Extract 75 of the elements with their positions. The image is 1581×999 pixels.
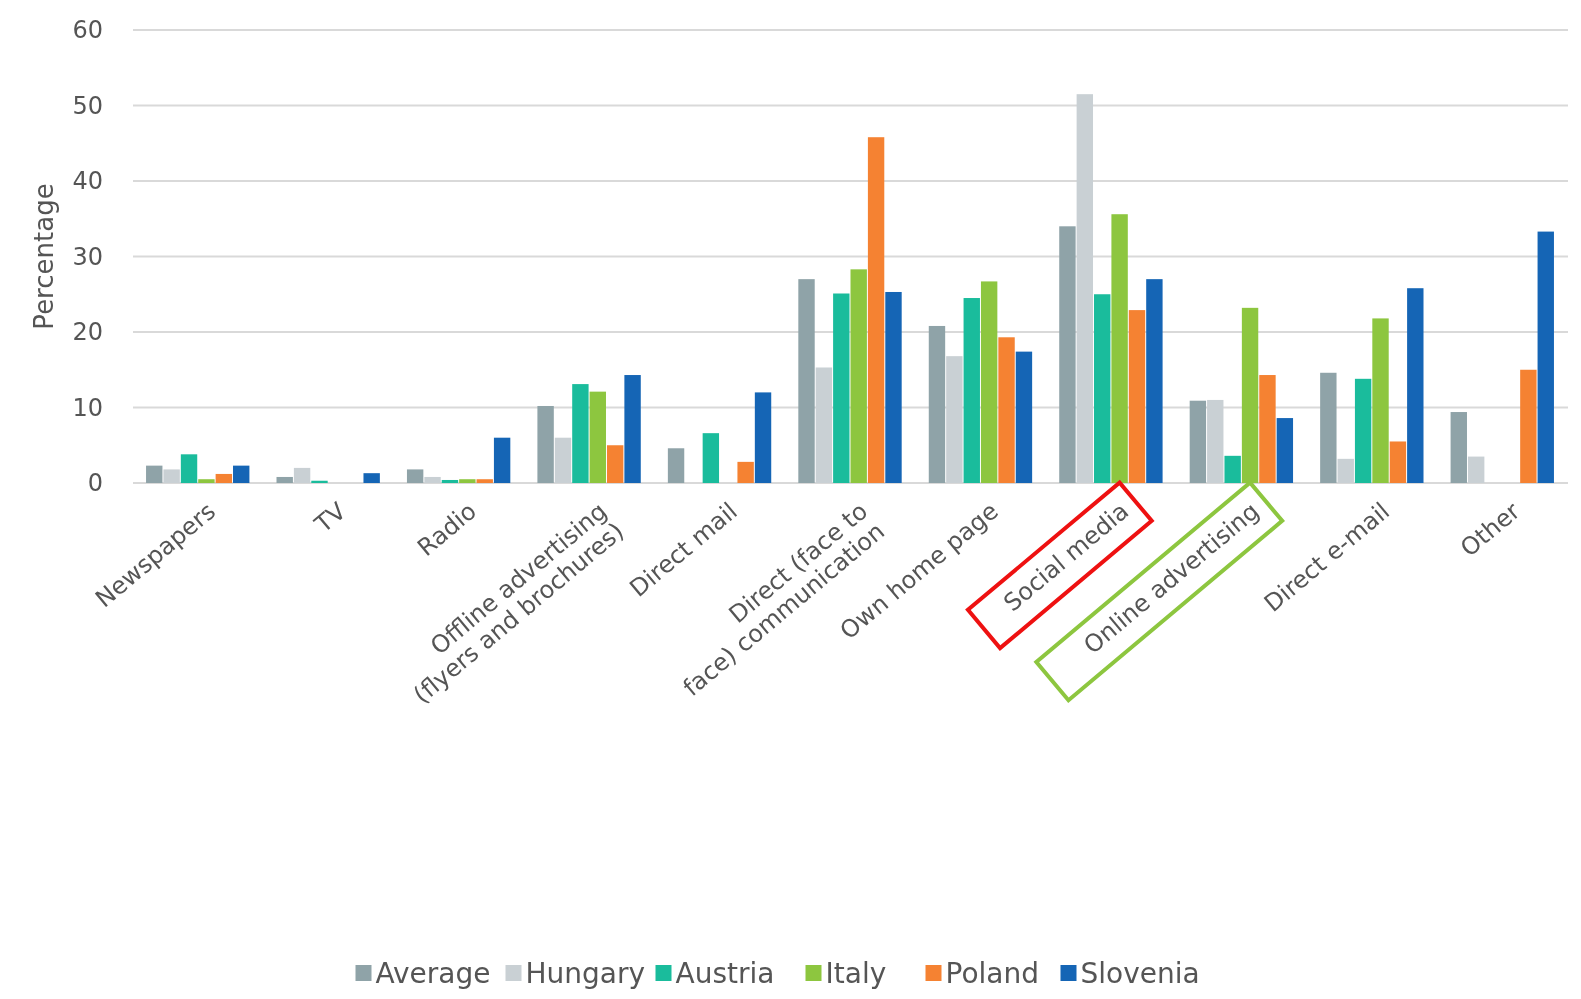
y-tick-label: 50	[72, 91, 103, 120]
bar	[424, 476, 441, 483]
bar	[441, 479, 459, 483]
bar	[1389, 441, 1407, 483]
bar	[850, 269, 867, 483]
bar	[406, 469, 424, 483]
bar	[1354, 378, 1372, 483]
legend-label: Austria	[675, 956, 775, 990]
legend-label: Hungary	[525, 956, 646, 990]
bar	[737, 461, 754, 483]
y-tick-label: 20	[72, 318, 103, 347]
bar	[493, 437, 511, 483]
legend-label: Poland	[945, 956, 1039, 990]
bar	[624, 375, 641, 483]
bar	[885, 291, 902, 483]
legend-label: Italy	[825, 956, 887, 990]
bar	[1320, 372, 1337, 483]
bar	[1128, 310, 1146, 483]
y-tick-label: 60	[72, 16, 103, 45]
bar	[833, 293, 850, 483]
bar	[1372, 318, 1389, 483]
y-tick-label: 0	[87, 469, 103, 498]
bar	[1015, 351, 1033, 483]
bar	[554, 437, 572, 483]
bar	[606, 445, 624, 483]
bar	[1059, 226, 1076, 483]
bar	[702, 433, 720, 483]
bar	[1224, 455, 1241, 483]
x-tick-label: TV	[308, 496, 352, 540]
bar	[1146, 279, 1163, 483]
bar	[867, 137, 885, 483]
bar	[946, 356, 963, 483]
bar	[815, 367, 833, 483]
bar	[1276, 418, 1294, 483]
legend-label: Average	[375, 956, 491, 990]
bar	[1189, 400, 1207, 483]
bar	[1467, 456, 1485, 483]
bar	[572, 384, 589, 483]
bar	[928, 325, 946, 483]
legend-label: Slovenia	[1080, 956, 1200, 990]
bar	[798, 279, 815, 483]
bar	[998, 337, 1015, 483]
bar	[233, 465, 250, 483]
bar	[1450, 412, 1467, 483]
bar	[1241, 307, 1259, 483]
bar	[311, 480, 328, 483]
bar	[1537, 231, 1554, 483]
bar	[476, 479, 493, 483]
bar	[963, 298, 980, 483]
bar	[589, 391, 606, 483]
bar	[459, 479, 476, 483]
bar	[198, 479, 215, 483]
bar	[1259, 375, 1276, 483]
bar	[980, 281, 998, 483]
bar	[293, 467, 311, 483]
bar	[1111, 214, 1128, 483]
bar	[1407, 288, 1424, 483]
bar	[180, 454, 198, 483]
bar	[1337, 458, 1354, 483]
bar	[754, 392, 772, 483]
y-tick-label: 40	[72, 167, 103, 196]
y-tick-label: 10	[72, 393, 103, 422]
bar	[276, 476, 293, 483]
y-axis-title: Percentage	[29, 183, 59, 330]
bar	[146, 465, 163, 483]
bar	[1076, 94, 1094, 483]
bar	[363, 473, 380, 483]
bar	[163, 469, 180, 483]
bar	[1520, 369, 1537, 483]
bar	[215, 473, 233, 483]
bar	[667, 448, 685, 483]
bar	[537, 405, 554, 483]
bar	[1207, 399, 1224, 483]
y-tick-label: 30	[72, 242, 103, 271]
bar	[1094, 294, 1111, 483]
